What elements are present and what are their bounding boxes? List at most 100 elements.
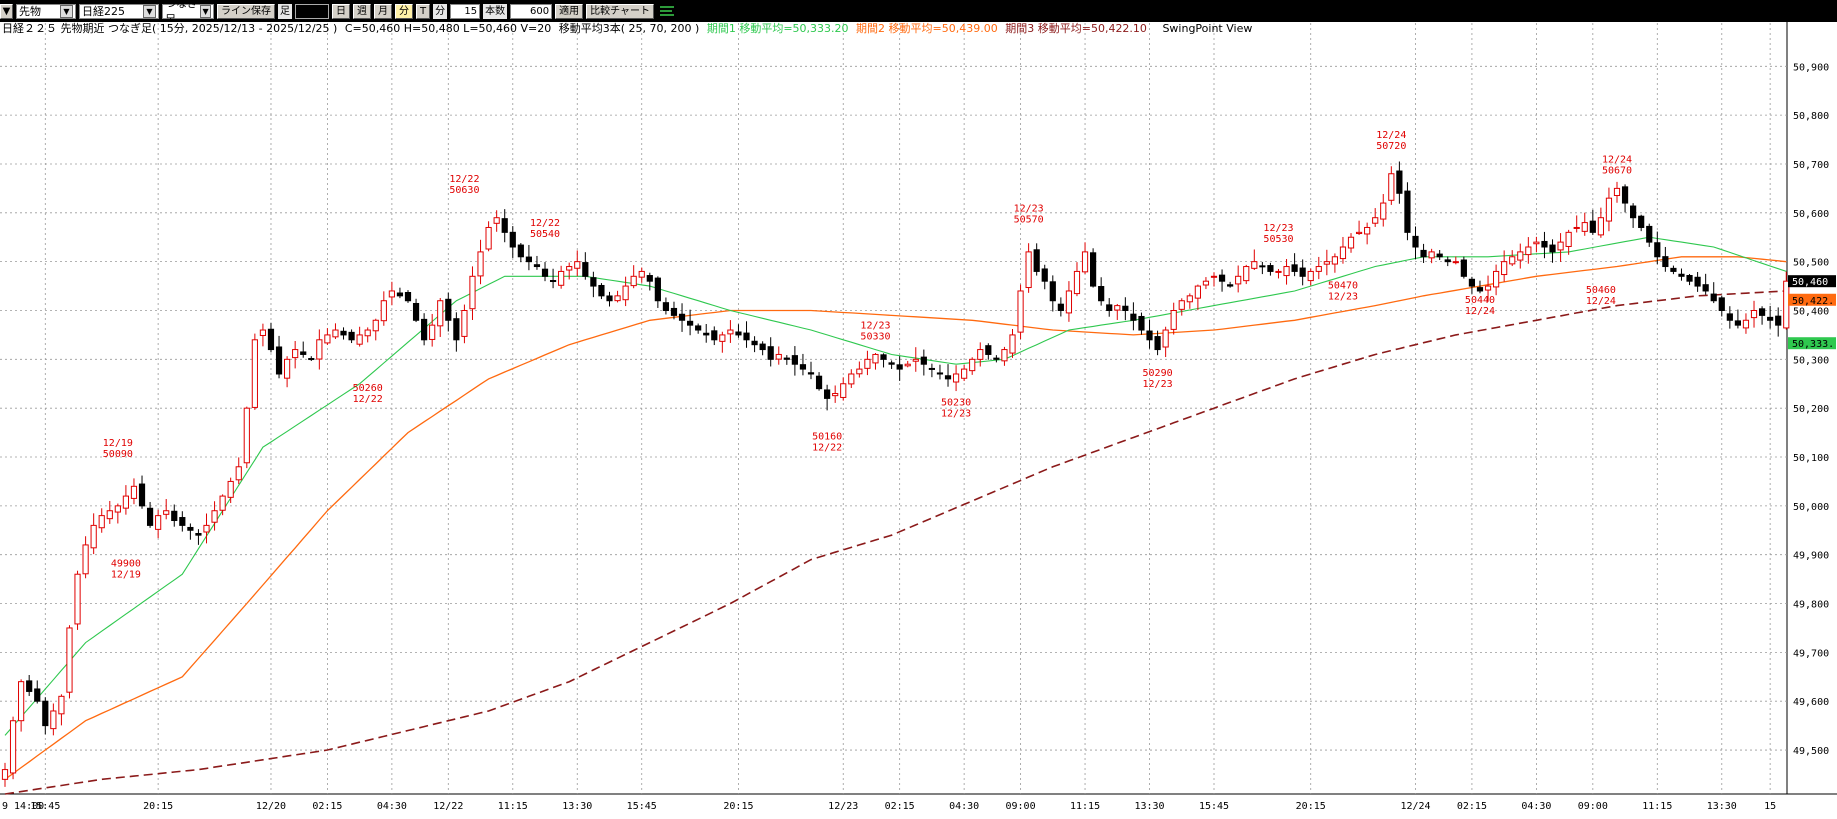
candle-body bbox=[243, 407, 250, 464]
swing-price-label: 50230 bbox=[941, 398, 971, 409]
candle-body bbox=[864, 358, 871, 369]
candle-body bbox=[1420, 249, 1427, 258]
swing-price-label: 50460 bbox=[1586, 285, 1616, 296]
period-week-button[interactable]: 週 bbox=[353, 3, 371, 19]
candle-body bbox=[807, 372, 815, 375]
candle-body bbox=[211, 510, 218, 523]
candle-body bbox=[219, 495, 226, 511]
candle-body bbox=[815, 375, 823, 390]
price-tick-label: 49,900 bbox=[1793, 551, 1829, 562]
time-tick-label: 02:15 bbox=[312, 801, 342, 812]
candle-body bbox=[1476, 287, 1484, 292]
candle-body bbox=[775, 353, 782, 360]
candle-body bbox=[541, 268, 549, 277]
period-day-button[interactable]: 日 bbox=[332, 3, 350, 19]
price-tick-label: 50,700 bbox=[1793, 160, 1829, 171]
swing-price-label: 50470 bbox=[1328, 280, 1358, 291]
market-select[interactable]: 先物 ▼ bbox=[16, 3, 76, 19]
period-minute-button[interactable]: 分 bbox=[395, 3, 413, 19]
menu-lines-icon[interactable] bbox=[659, 4, 675, 18]
candle-body bbox=[364, 329, 371, 337]
minute-input[interactable]: 15 bbox=[450, 3, 481, 19]
candle-body bbox=[1130, 313, 1137, 321]
price-tick-label: 49,700 bbox=[1793, 648, 1829, 659]
candle-body bbox=[388, 290, 395, 298]
candle-body bbox=[662, 302, 670, 311]
ma-config-label: 移動平均3本( 25, 70, 200 ) bbox=[558, 22, 700, 35]
candle-body bbox=[1339, 246, 1347, 260]
candle-body bbox=[485, 226, 492, 250]
chart-mode-select[interactable]: つなぎ足 ▼ bbox=[162, 0, 214, 26]
time-tick-label: 11:15 bbox=[1642, 801, 1672, 812]
candle-body bbox=[558, 270, 565, 286]
price-tick-label: 50,600 bbox=[1793, 209, 1829, 220]
candle-body bbox=[703, 332, 710, 336]
candle-body bbox=[952, 373, 960, 383]
swing-price-label: 50330 bbox=[860, 332, 890, 343]
candle-body bbox=[1106, 304, 1113, 311]
ma1-line bbox=[4, 236, 1787, 736]
candle-body bbox=[1315, 266, 1322, 272]
candle-body bbox=[1509, 256, 1516, 265]
time-tick-label: 02:15 bbox=[885, 801, 915, 812]
candle-body bbox=[1428, 251, 1435, 259]
ma2-price-badge-bg bbox=[1788, 293, 1836, 306]
candle-body bbox=[1630, 205, 1637, 219]
swing-date-label: 12/22 bbox=[812, 443, 842, 454]
candle-body bbox=[1517, 251, 1524, 261]
ashi-input[interactable] bbox=[295, 3, 329, 19]
candle-body bbox=[275, 346, 283, 375]
candle-body bbox=[203, 524, 210, 533]
apply-button[interactable]: 適用 bbox=[555, 3, 584, 19]
candle-body bbox=[300, 351, 307, 355]
swing-date-label: 12/22 bbox=[530, 218, 560, 229]
candle-body bbox=[517, 244, 524, 258]
compare-chart-button[interactable]: 比較チャート bbox=[586, 3, 655, 19]
price-tick-label: 50,100 bbox=[1793, 453, 1829, 464]
chart-title: 日経２２５ 先物期近 つなぎ足( 15分, 2025/12/13 - 2025/… bbox=[2, 22, 338, 35]
candle-body bbox=[1573, 226, 1580, 229]
time-tick-label: 11:15 bbox=[498, 801, 528, 812]
candle-body bbox=[1678, 273, 1685, 277]
candle-body bbox=[1041, 268, 1048, 282]
swing-price-label: 50260 bbox=[353, 383, 383, 394]
minute-label: 分 bbox=[433, 3, 448, 19]
candle-body bbox=[114, 505, 121, 513]
candle-body bbox=[58, 695, 65, 715]
candle-body bbox=[1388, 173, 1395, 201]
price-tick-label: 49,500 bbox=[1793, 746, 1829, 757]
candle-body bbox=[1364, 226, 1371, 235]
candle-body bbox=[1, 769, 9, 780]
candle-body bbox=[1017, 290, 1024, 333]
candle-body bbox=[1758, 308, 1766, 316]
candle-body bbox=[1396, 170, 1403, 194]
candle-body bbox=[1210, 275, 1218, 278]
candle-body bbox=[18, 681, 25, 722]
time-tick-label: 13:30 bbox=[1707, 801, 1737, 812]
candle-body bbox=[130, 485, 138, 499]
candle-body bbox=[525, 256, 532, 263]
candle-body bbox=[1718, 297, 1725, 311]
count-input[interactable]: 600 bbox=[510, 3, 553, 19]
line-save-button[interactable]: ライン保存 bbox=[217, 3, 275, 19]
period-tick-button[interactable]: T bbox=[416, 3, 431, 19]
candle-body bbox=[1549, 244, 1556, 253]
time-tick-label: 20:15 bbox=[143, 801, 173, 812]
candle-body bbox=[501, 218, 508, 233]
period-month-button[interactable]: 月 bbox=[374, 3, 392, 19]
candle-body bbox=[284, 358, 291, 379]
candle-body bbox=[396, 292, 404, 297]
swing-price-label: 50530 bbox=[1263, 234, 1293, 245]
index-select[interactable]: 日経225 ▼ bbox=[79, 3, 159, 19]
candle-body bbox=[437, 300, 444, 327]
candle-body bbox=[1235, 275, 1242, 285]
candle-body bbox=[1170, 309, 1177, 330]
menu-arrow-icon[interactable]: ▼ bbox=[0, 3, 13, 19]
candle-body bbox=[1347, 236, 1355, 249]
candle-body bbox=[1597, 217, 1604, 236]
candle-body bbox=[888, 362, 895, 365]
candle-body bbox=[453, 318, 460, 341]
candle-body bbox=[566, 266, 573, 271]
candle-body bbox=[824, 389, 831, 399]
